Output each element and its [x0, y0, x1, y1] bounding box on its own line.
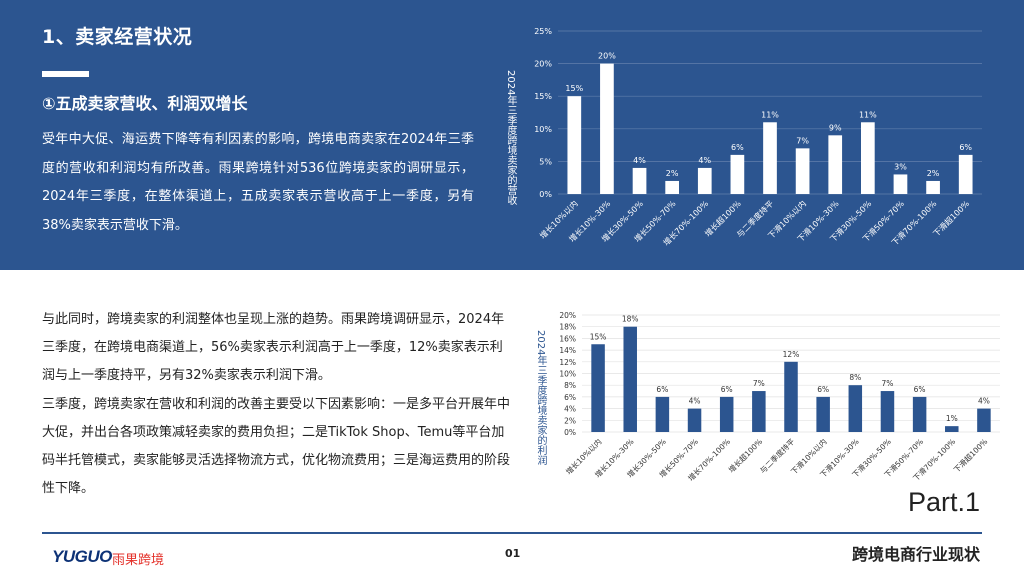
bar-6 [730, 154, 745, 194]
paragraph-profit: 与此同时，跨境卖家的利润整体也呈现上涨的趋势。雨果跨境调研显示，2024年三季度… [42, 312, 505, 384]
y-tick-label: 0% [539, 190, 552, 199]
data-label: 6% [959, 143, 972, 152]
top-band [0, 0, 1024, 270]
data-label: 4% [633, 156, 646, 165]
page-number: 01 [505, 547, 521, 560]
revenue-bar-chart: 0%5%10%15%20%25%15%增长10%以内20%增长10%-30%4%… [534, 27, 982, 248]
bar-11 [893, 174, 908, 194]
y-tick-label: 5% [539, 157, 552, 166]
bar-4 [665, 180, 680, 194]
paragraph-revenue: 受年中大促、海运费下降等有利因素的影响，跨境电商卖家在2024年三季度的营收和利… [42, 132, 474, 233]
data-label: 6% [656, 385, 668, 394]
bar-9 [828, 135, 843, 194]
bar-10 [860, 122, 875, 194]
data-label: 4% [698, 156, 711, 165]
yuguo-logo-cn: 雨果跨境 [112, 553, 165, 568]
footer-divider [42, 532, 982, 534]
data-label: 15% [590, 332, 607, 341]
title-underline-bar [42, 71, 89, 77]
data-label: 3% [894, 162, 907, 171]
bar-11 [912, 396, 927, 432]
bar-1 [567, 96, 582, 194]
x-tick-label: 下滑超100% [951, 436, 989, 474]
chart1-ylabel: 2024年三季度跨境卖家的营收 [505, 70, 516, 206]
data-label: 6% [914, 385, 926, 394]
data-label: 6% [817, 385, 829, 394]
bar-9 [848, 385, 863, 432]
bar-6 [752, 391, 766, 432]
bar-4 [687, 408, 702, 432]
y-tick-label: 25% [534, 27, 552, 36]
chart2-ylabel: 2024年三季度跨境卖家的利润 [535, 330, 546, 466]
data-label: 9% [829, 123, 842, 132]
yuguo-logo: YUGUO [52, 547, 112, 566]
y-tick-label: 10% [559, 370, 576, 379]
y-tick-label: 15% [534, 92, 552, 101]
data-label: 7% [753, 379, 765, 388]
y-tick-label: 20% [534, 60, 552, 69]
data-label: 2% [927, 169, 940, 178]
bar-12 [926, 180, 940, 194]
y-tick-label: 10% [534, 125, 552, 134]
bar-8 [795, 148, 810, 194]
footer-title: 跨境电商行业现状 [851, 545, 980, 564]
y-tick-label: 20% [559, 311, 576, 320]
data-label: 15% [565, 84, 583, 93]
bar-2 [600, 63, 614, 194]
data-label: 20% [598, 52, 616, 61]
section-subtitle: ①五成卖家营收、利润双增长 [42, 94, 248, 113]
bar-13 [958, 154, 973, 194]
y-tick-label: 2% [564, 416, 576, 425]
bar-5 [697, 167, 712, 194]
y-tick-label: 8% [564, 381, 576, 390]
bar-10 [880, 391, 895, 432]
data-label: 7% [796, 136, 809, 145]
y-tick-label: 6% [564, 393, 576, 402]
data-label: 8% [849, 373, 861, 382]
profit-bar-chart: 0%2%4%6%8%10%12%14%16%18%20%15%增长10%以内18… [559, 311, 1000, 483]
data-label: 4% [689, 397, 701, 406]
bar-12 [945, 426, 959, 432]
data-label: 11% [859, 110, 877, 119]
bar-5 [719, 396, 734, 432]
paragraph-factors: 三季度，跨境卖家在营收和利润的改善主要受以下因素影响：一是多平台开展年中大促，并… [42, 396, 511, 497]
data-label: 2% [666, 169, 679, 178]
y-tick-label: 16% [559, 334, 576, 343]
y-tick-label: 4% [564, 405, 576, 414]
bar-7 [784, 361, 798, 432]
y-tick-label: 0% [564, 428, 576, 437]
bar-2 [623, 326, 637, 432]
data-label: 7% [882, 379, 894, 388]
y-tick-label: 12% [559, 358, 576, 367]
bar-7 [763, 122, 777, 194]
bar-1 [591, 344, 605, 432]
data-label: 4% [978, 397, 990, 406]
data-label: 12% [783, 350, 800, 359]
y-tick-label: 18% [559, 323, 576, 332]
data-label: 6% [731, 143, 744, 152]
bar-8 [816, 396, 830, 432]
bar-13 [977, 408, 991, 432]
bar-3 [655, 396, 670, 432]
bar-3 [632, 167, 647, 194]
section-title: 1、卖家经营状况 [42, 26, 193, 48]
data-label: 6% [721, 385, 733, 394]
data-label: 18% [622, 315, 639, 324]
part-label: Part.1 [907, 487, 980, 517]
data-label: 1% [946, 414, 958, 423]
y-tick-label: 14% [559, 346, 576, 355]
paragraph-profit-block: 与此同时，跨境卖家的利润整体也呈现上涨的趋势。雨果跨境调研显示，2024年三季度… [42, 306, 514, 503]
data-label: 11% [761, 110, 779, 119]
